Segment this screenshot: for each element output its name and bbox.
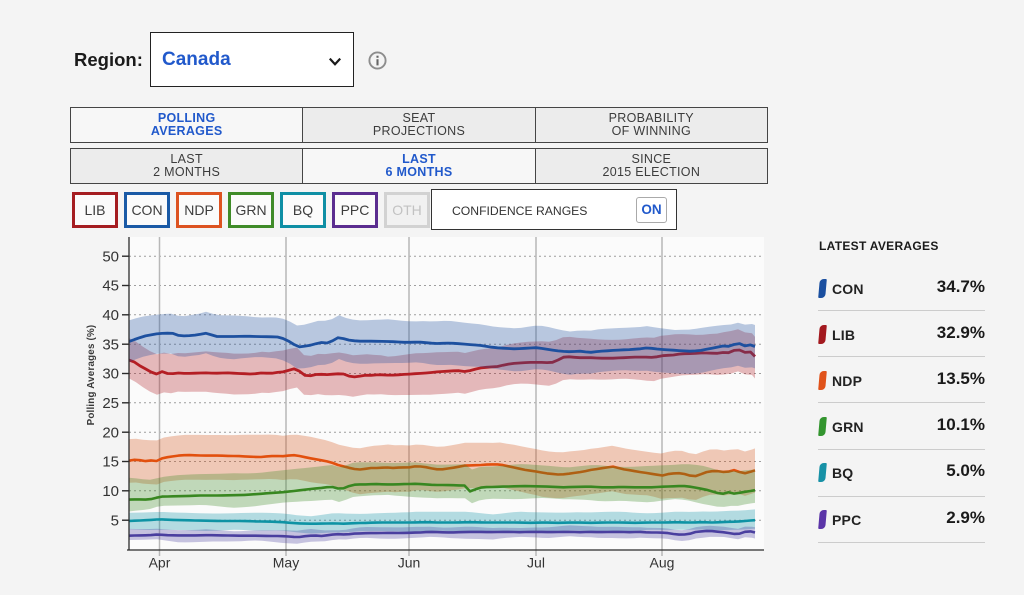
svg-text:35: 35	[102, 336, 119, 353]
svg-text:25: 25	[102, 395, 119, 412]
svg-text:10: 10	[102, 483, 119, 500]
svg-text:May: May	[273, 555, 299, 571]
svg-text:5: 5	[111, 512, 119, 529]
svg-text:20: 20	[102, 424, 119, 441]
svg-text:30: 30	[102, 366, 119, 383]
svg-text:40: 40	[102, 307, 119, 324]
svg-text:Jun: Jun	[398, 555, 421, 571]
svg-text:Apr: Apr	[149, 555, 171, 571]
svg-text:50: 50	[102, 248, 119, 265]
svg-text:Jul: Jul	[527, 555, 545, 571]
svg-text:15: 15	[102, 454, 119, 471]
svg-text:Aug: Aug	[650, 555, 675, 571]
svg-text:45: 45	[102, 278, 119, 295]
svg-text:Polling Averages (%): Polling Averages (%)	[86, 325, 97, 426]
